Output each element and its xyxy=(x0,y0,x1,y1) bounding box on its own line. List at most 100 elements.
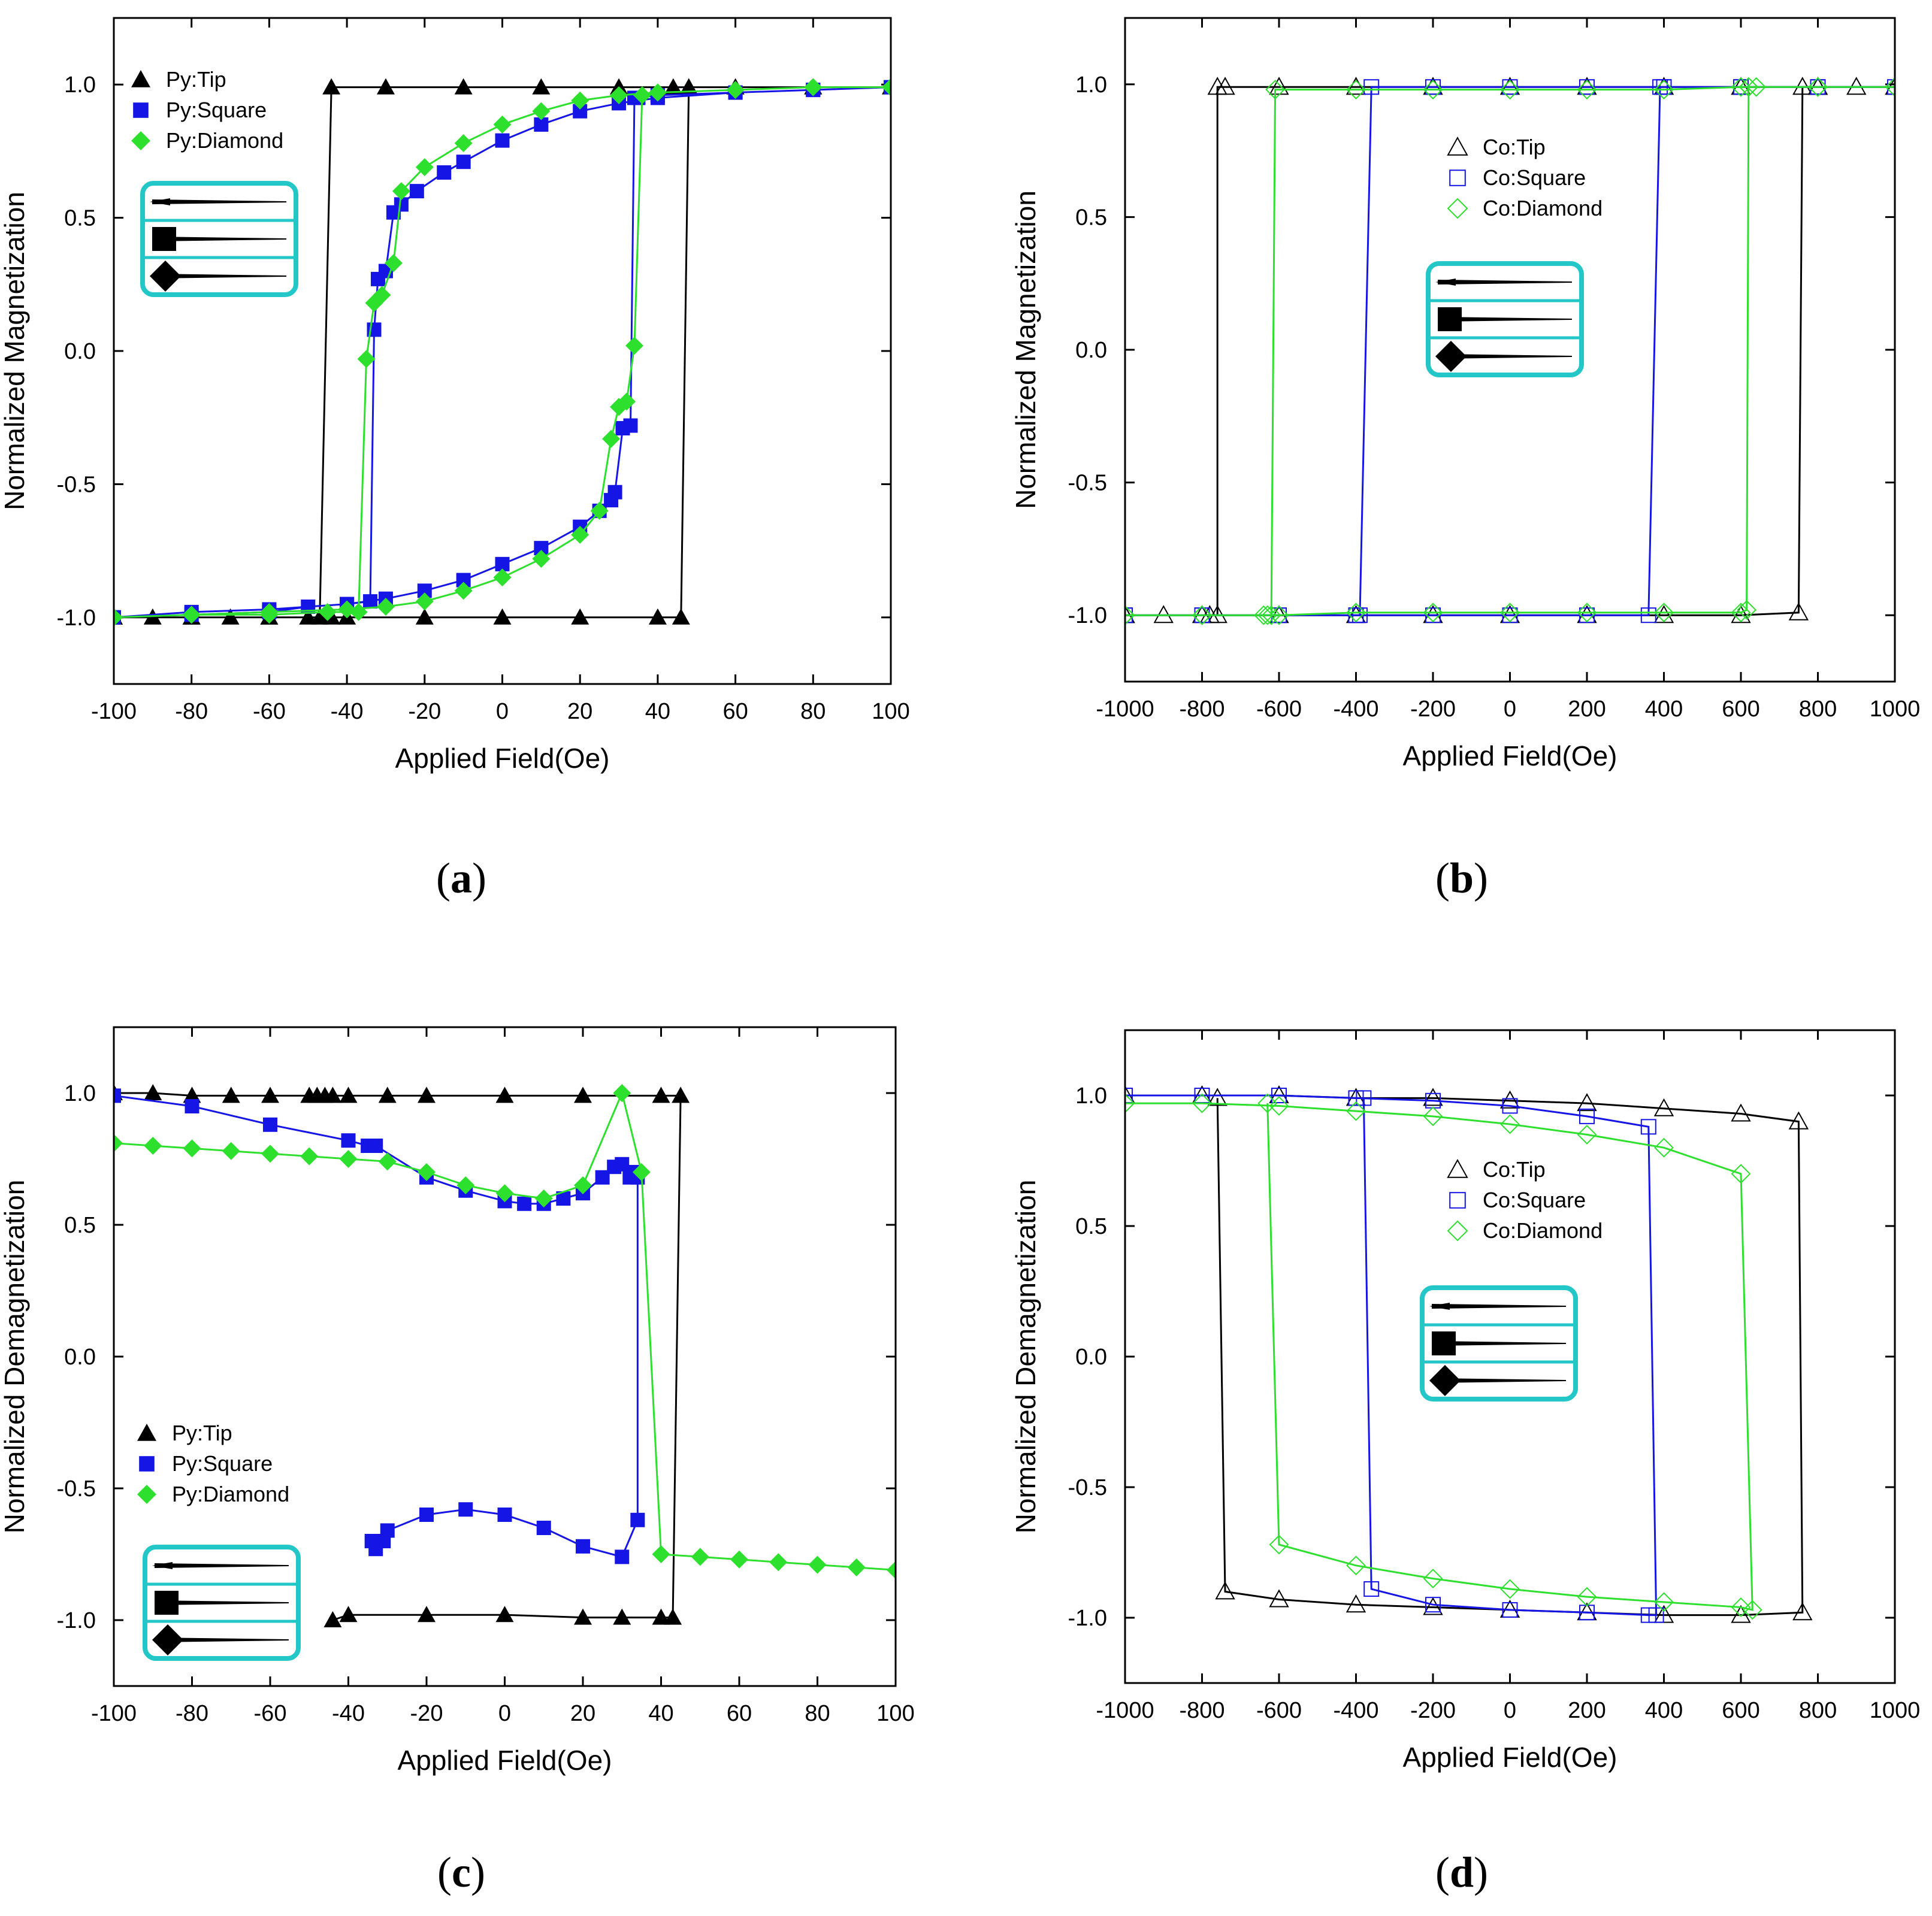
plot-frame xyxy=(113,17,892,685)
inset-nanowire xyxy=(1432,1378,1566,1383)
legend-label: Co:Diamond xyxy=(1483,196,1603,220)
inset-nanowire xyxy=(152,199,286,204)
x-tick-label: -600 xyxy=(1256,1698,1302,1723)
x-tick-label: 0 xyxy=(496,699,509,724)
data-point xyxy=(384,254,403,273)
x-tick-label: 800 xyxy=(1799,697,1837,722)
data-point xyxy=(493,568,512,587)
data-point xyxy=(1271,1088,1287,1103)
data-point xyxy=(625,337,643,355)
y-tick-label: 0.5 xyxy=(64,1213,96,1238)
data-point xyxy=(454,582,473,600)
data-point xyxy=(418,1606,436,1623)
chart-panel-d: -1000 -800 -600 -400 -200 0 200 400 600 800 1000 -1… xyxy=(1010,1029,1920,1773)
data-point xyxy=(409,184,424,199)
data-point xyxy=(648,83,667,102)
data-point xyxy=(1356,1090,1372,1106)
data-point xyxy=(1423,1106,1443,1127)
data-point xyxy=(221,608,240,625)
data-point xyxy=(1640,1607,1656,1623)
data-point xyxy=(1731,1164,1751,1184)
y-tick-label: -0.5 xyxy=(57,1476,96,1502)
data-point xyxy=(1737,600,1757,620)
y-tick-label: 0.0 xyxy=(64,1345,96,1370)
data-point xyxy=(1731,1597,1751,1617)
y-tick-label: 0.0 xyxy=(1075,1345,1107,1370)
series-line-co-diamond xyxy=(1125,1102,1753,1611)
data-point xyxy=(1739,77,1759,97)
x-tick-label: -40 xyxy=(332,1701,365,1726)
data-point xyxy=(1265,80,1285,100)
y-axis-label: Normalized Demagnetization xyxy=(0,1180,30,1534)
data-point xyxy=(368,1139,383,1153)
series-line-py-tip xyxy=(114,1092,682,1621)
data-point xyxy=(1215,1581,1235,1600)
data-point xyxy=(310,608,329,625)
y-tick-label: 1.0 xyxy=(64,1081,96,1106)
data-point xyxy=(318,603,337,621)
data-point xyxy=(1885,77,1895,97)
legend-marker xyxy=(1449,1192,1466,1209)
data-point xyxy=(183,1139,201,1158)
data-point xyxy=(222,1142,240,1160)
data-point xyxy=(1653,1098,1674,1116)
data-point xyxy=(1577,1093,1597,1112)
inset-tip-end xyxy=(1435,279,1456,286)
legend-marker xyxy=(139,1456,155,1472)
data-point xyxy=(1423,603,1443,623)
inset-square-end xyxy=(1438,307,1462,331)
y-tick-label: -1.0 xyxy=(57,606,96,631)
data-point xyxy=(437,165,452,180)
y-tick-label: -1.0 xyxy=(1068,603,1107,628)
data-point xyxy=(114,1134,123,1152)
y-axis-label: Normalized Magnetization xyxy=(0,192,30,510)
x-tick-label: 40 xyxy=(648,1701,673,1726)
data-point xyxy=(458,1502,473,1517)
inset-diamond-end xyxy=(150,261,181,292)
data-point xyxy=(1346,1594,1366,1613)
data-point xyxy=(1788,602,1809,620)
data-point xyxy=(574,1176,592,1194)
plot-frame xyxy=(1124,1029,1896,1684)
data-point xyxy=(1731,605,1751,623)
x-tick-label: -800 xyxy=(1179,1698,1224,1723)
inset-nanowire xyxy=(1438,280,1572,284)
data-point xyxy=(114,608,123,626)
data-point xyxy=(497,1508,512,1522)
legend-label: Py:Square xyxy=(166,98,267,122)
data-point xyxy=(610,398,628,416)
x-tick-label: -20 xyxy=(408,699,441,724)
x-tick-label: 200 xyxy=(1568,1698,1606,1723)
x-axis-label: Applied Field(Oe) xyxy=(398,1745,612,1776)
data-point xyxy=(1502,1602,1518,1618)
data-point xyxy=(610,86,628,104)
x-tick-label: -800 xyxy=(1179,697,1224,722)
data-point xyxy=(679,78,698,95)
legend-marker xyxy=(133,102,149,118)
data-point xyxy=(1654,603,1674,623)
data-point xyxy=(1425,607,1441,623)
x-tick-label: 400 xyxy=(1645,1698,1683,1723)
data-point xyxy=(456,1176,475,1194)
data-point xyxy=(590,501,609,520)
data-point xyxy=(418,1086,436,1103)
x-tick-label: -20 xyxy=(410,1701,443,1726)
x-tick-label: 20 xyxy=(567,699,592,724)
data-point xyxy=(1207,1088,1227,1106)
data-point xyxy=(339,1606,358,1623)
data-point xyxy=(1577,603,1597,623)
data-point xyxy=(1577,1587,1597,1607)
legend-label: Py:Diamond xyxy=(166,128,283,153)
plot-area xyxy=(1125,77,1895,625)
x-tick-label: 100 xyxy=(872,699,909,724)
data-point xyxy=(1792,1602,1813,1621)
x-tick-label: 0 xyxy=(498,1701,511,1726)
data-point xyxy=(1731,603,1751,623)
data-point xyxy=(615,420,630,435)
data-point xyxy=(373,286,391,304)
data-point xyxy=(392,182,410,201)
data-point xyxy=(769,1553,788,1572)
series-line-py-diamond xyxy=(114,86,891,619)
data-point xyxy=(652,1086,670,1103)
